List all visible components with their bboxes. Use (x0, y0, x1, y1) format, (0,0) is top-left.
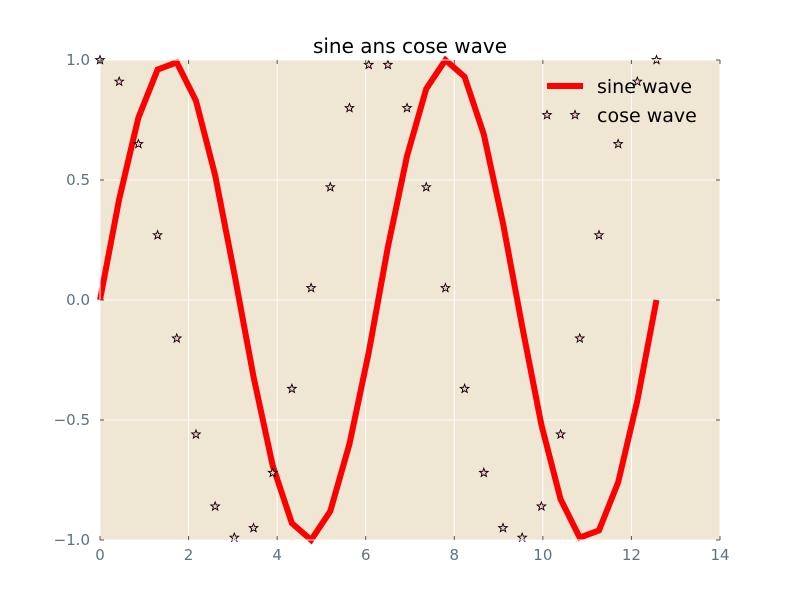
cose-wave-marker (190, 428, 202, 440)
cose-wave-marker (209, 500, 221, 512)
x-tick-label: 4 (272, 546, 282, 564)
cose-wave-marker (535, 500, 547, 512)
cose-wave-marker (171, 332, 183, 344)
y-tick-label: 1.0 (66, 51, 90, 69)
y-tick-label: −0.5 (54, 411, 90, 429)
cose-wave-marker (420, 181, 432, 192)
legend-swatch-marker (569, 109, 581, 120)
series-layer (94, 54, 662, 545)
tick-marks (99, 59, 721, 541)
cose-wave-marker (612, 138, 624, 149)
cose-wave-marker (439, 282, 451, 293)
legend: sine wave cose wave (541, 76, 697, 127)
legend-item-cose-wave: cose wave (541, 105, 697, 127)
cose-wave-marker (401, 102, 413, 113)
cose-wave-marker (305, 282, 317, 293)
cose-wave-marker (497, 522, 509, 533)
legend-swatch-marker (541, 109, 553, 120)
series-cose-wave (94, 54, 662, 543)
cose-wave-marker (286, 383, 298, 394)
cose-wave-marker (631, 75, 643, 87)
legend-label: cose wave (597, 105, 697, 127)
x-axis-tick-labels: 0 2 4 6 8 10 12 14 (95, 546, 729, 564)
cose-wave-marker (248, 522, 260, 533)
x-tick-label: 2 (184, 546, 194, 564)
x-tick-label: 8 (450, 546, 460, 564)
cose-wave-marker (593, 229, 605, 240)
cose-wave-marker (324, 181, 336, 192)
cose-wave-marker (267, 467, 279, 478)
x-tick-label: 14 (710, 546, 729, 564)
y-tick-label: 0.0 (66, 291, 90, 309)
x-tick-label: 12 (622, 546, 641, 564)
x-tick-label: 0 (95, 546, 105, 564)
cose-wave-marker (382, 59, 394, 70)
legend-label: sine wave (597, 76, 692, 98)
y-tick-label: 0.5 (66, 171, 90, 189)
cose-wave-marker (152, 229, 164, 240)
y-tick-label: −1.0 (54, 531, 90, 549)
cose-wave-marker (555, 428, 567, 440)
cose-wave-marker (574, 332, 586, 344)
legend-item-sine-wave: sine wave (547, 76, 692, 98)
y-axis-tick-labels: 1.0 0.5 0.0 −0.5 −1.0 (54, 51, 90, 549)
chart-title: sine ans cose wave (313, 34, 507, 58)
sine-wave-line (97, 55, 660, 545)
cose-wave-marker (459, 383, 471, 394)
cose-wave-marker (478, 467, 490, 478)
cose-wave-marker (343, 102, 355, 113)
cose-wave-marker (132, 138, 144, 149)
x-tick-label: 6 (361, 546, 371, 564)
x-tick-label: 10 (533, 546, 552, 564)
cose-wave-marker (113, 75, 125, 87)
series-sine-wave (97, 55, 660, 545)
